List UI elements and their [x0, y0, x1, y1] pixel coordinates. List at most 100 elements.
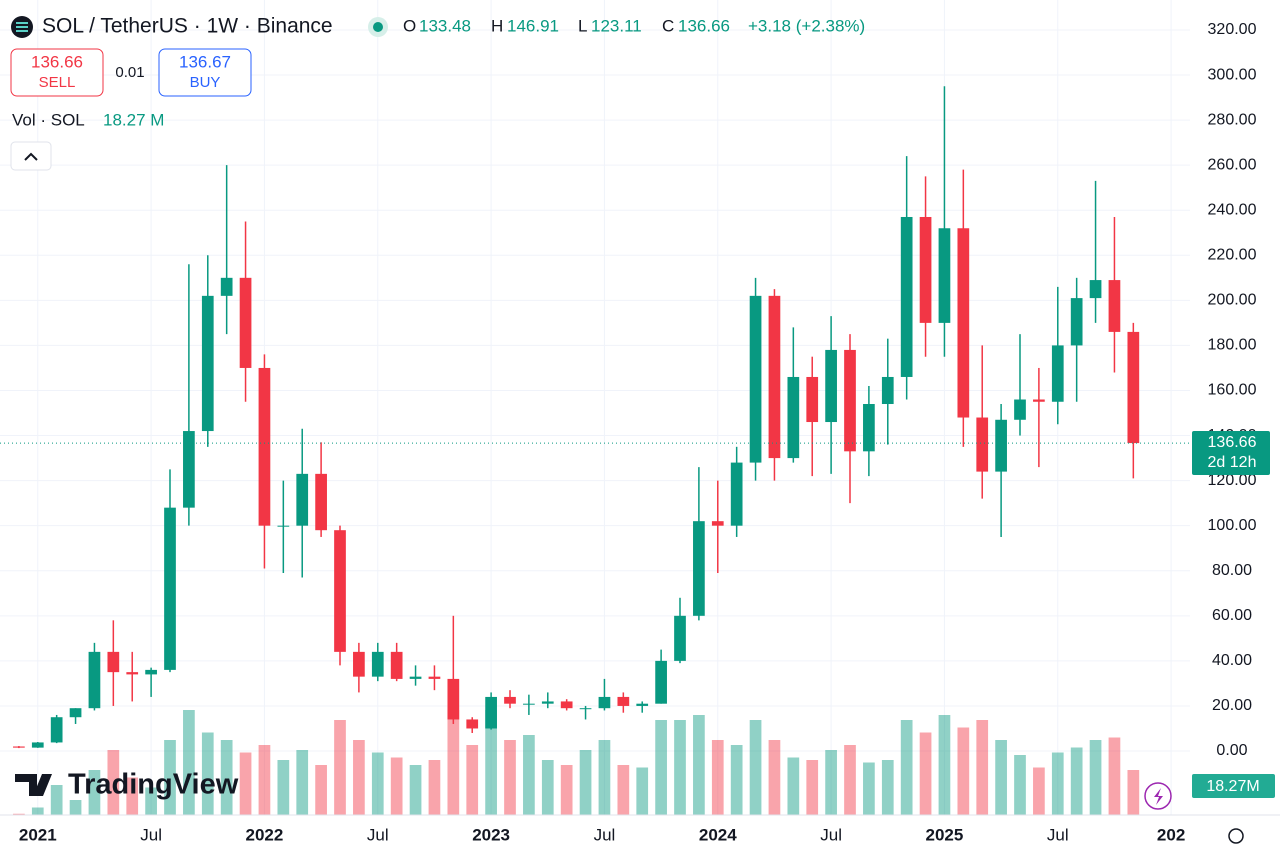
x-tick-label: 2024: [699, 825, 737, 844]
volume-bar: [881, 760, 894, 815]
candle-body: [806, 376, 819, 423]
volume-bar: [1033, 767, 1045, 815]
x-tick-label: Jul: [820, 825, 842, 844]
axes: 0.0020.0040.0060.0080.00100.00120.00140.…: [0, 21, 1280, 844]
volume-bar: [1051, 752, 1064, 815]
x-tick-label: 2022: [246, 825, 284, 844]
volume-legend-value: 18.27 M: [103, 110, 164, 129]
y-tick-label: 180.00: [1208, 337, 1257, 354]
volume-legend: Vol · SOL: [12, 110, 85, 129]
collapse-icon: [24, 152, 38, 161]
candle-body: [107, 651, 120, 673]
candle-body: [1089, 280, 1102, 299]
volume-bar: [560, 765, 573, 815]
settings-icon[interactable]: [1228, 828, 1244, 844]
ohlc-label: H: [491, 16, 503, 35]
grid: [0, 0, 1190, 815]
y-tick-label: 260.00: [1208, 156, 1257, 173]
chart-title: SOL / TetherUS · 1W · Binance: [42, 15, 333, 38]
candle-body: [825, 349, 837, 423]
volume-bar: [938, 715, 951, 815]
volume-bar: [69, 800, 82, 815]
x-tick-label: Jul: [1047, 825, 1069, 844]
volume-bar: [919, 732, 932, 815]
y-tick-label: 40.00: [1212, 652, 1252, 669]
volume-bar: [220, 740, 233, 815]
volume-bar: [579, 750, 592, 815]
y-tick-label: 60.00: [1212, 607, 1252, 624]
x-tick-label: 2021: [19, 825, 57, 844]
sell-label: SELL: [39, 74, 76, 91]
ohlc-label: O: [403, 16, 416, 35]
volume-bar: [976, 720, 989, 815]
volume-bar: [13, 813, 25, 815]
change: +3.18 (+2.38%): [748, 16, 865, 35]
volume-bar: [1108, 737, 1121, 815]
candle-body: [466, 719, 479, 729]
volume-bar: [31, 807, 44, 815]
volume-tag: [1192, 774, 1275, 798]
volume-bars: [13, 710, 1140, 815]
candle-body: [13, 746, 25, 748]
candle-body: [730, 462, 743, 526]
candle-body: [957, 228, 970, 418]
candle-body: [995, 419, 1007, 472]
volume-bar: [145, 787, 157, 815]
volume-bar: [1070, 747, 1083, 815]
volume-bar: [504, 740, 516, 815]
volume-bar: [1014, 755, 1026, 815]
candle-body: [560, 701, 573, 709]
status-dot: [373, 22, 383, 32]
volume-bar: [1089, 740, 1102, 815]
symbol-logo-mark: [16, 22, 28, 32]
sell-price: 136.66: [31, 52, 83, 71]
volume-bar: [201, 732, 214, 815]
candle-body: [239, 277, 252, 368]
volume-bar: [541, 760, 554, 815]
buy-price: 136.67: [179, 52, 231, 71]
candle-body: [1070, 298, 1083, 346]
volume-bar: [617, 765, 630, 815]
volume-bar: [183, 710, 195, 815]
candle-body: [863, 404, 875, 452]
candle-body: [390, 651, 403, 679]
volume-bar: [390, 757, 403, 815]
volume-bar: [1127, 770, 1140, 815]
volume-bar: [277, 760, 290, 815]
ohlc-value: 123.11: [591, 16, 642, 35]
candle-body: [428, 676, 441, 679]
volume-bar: [466, 745, 479, 815]
brand-logo: [15, 774, 52, 796]
candle-body: [1127, 331, 1140, 444]
candle-body: [541, 701, 554, 704]
volume-bar: [711, 740, 724, 815]
brand: TradingView: [68, 769, 239, 801]
volume-bar: [806, 760, 819, 815]
volume-bar: [371, 752, 384, 815]
collapse-button[interactable]: [10, 141, 52, 171]
volume-bar: [485, 710, 497, 815]
volume-bar: [447, 710, 460, 815]
volume-bar: [995, 740, 1007, 815]
candle-body: [749, 295, 762, 463]
x-tick-label: 2025: [926, 825, 964, 844]
candle-body: [1051, 345, 1064, 402]
candle-body: [693, 521, 705, 616]
candle-body: [523, 703, 535, 705]
volume-bar: [844, 745, 856, 815]
candle-body: [844, 349, 856, 452]
candle-body: [69, 708, 82, 718]
lightning-icon: [1154, 788, 1163, 805]
candle-body: [976, 417, 989, 472]
buy-button[interactable]: [158, 48, 252, 97]
y-tick-label: 320.00: [1208, 21, 1257, 38]
candle-body: [296, 473, 309, 526]
volume-bar: [107, 750, 120, 815]
candle-body: [353, 651, 365, 677]
candle-body: [504, 696, 516, 704]
sell-button[interactable]: [10, 48, 104, 97]
volume-tag-label: 18.27M: [1206, 778, 1259, 795]
y-tick-label: 20.00: [1212, 697, 1252, 714]
volume-bar: [296, 750, 309, 815]
candle-body: [1033, 399, 1045, 402]
